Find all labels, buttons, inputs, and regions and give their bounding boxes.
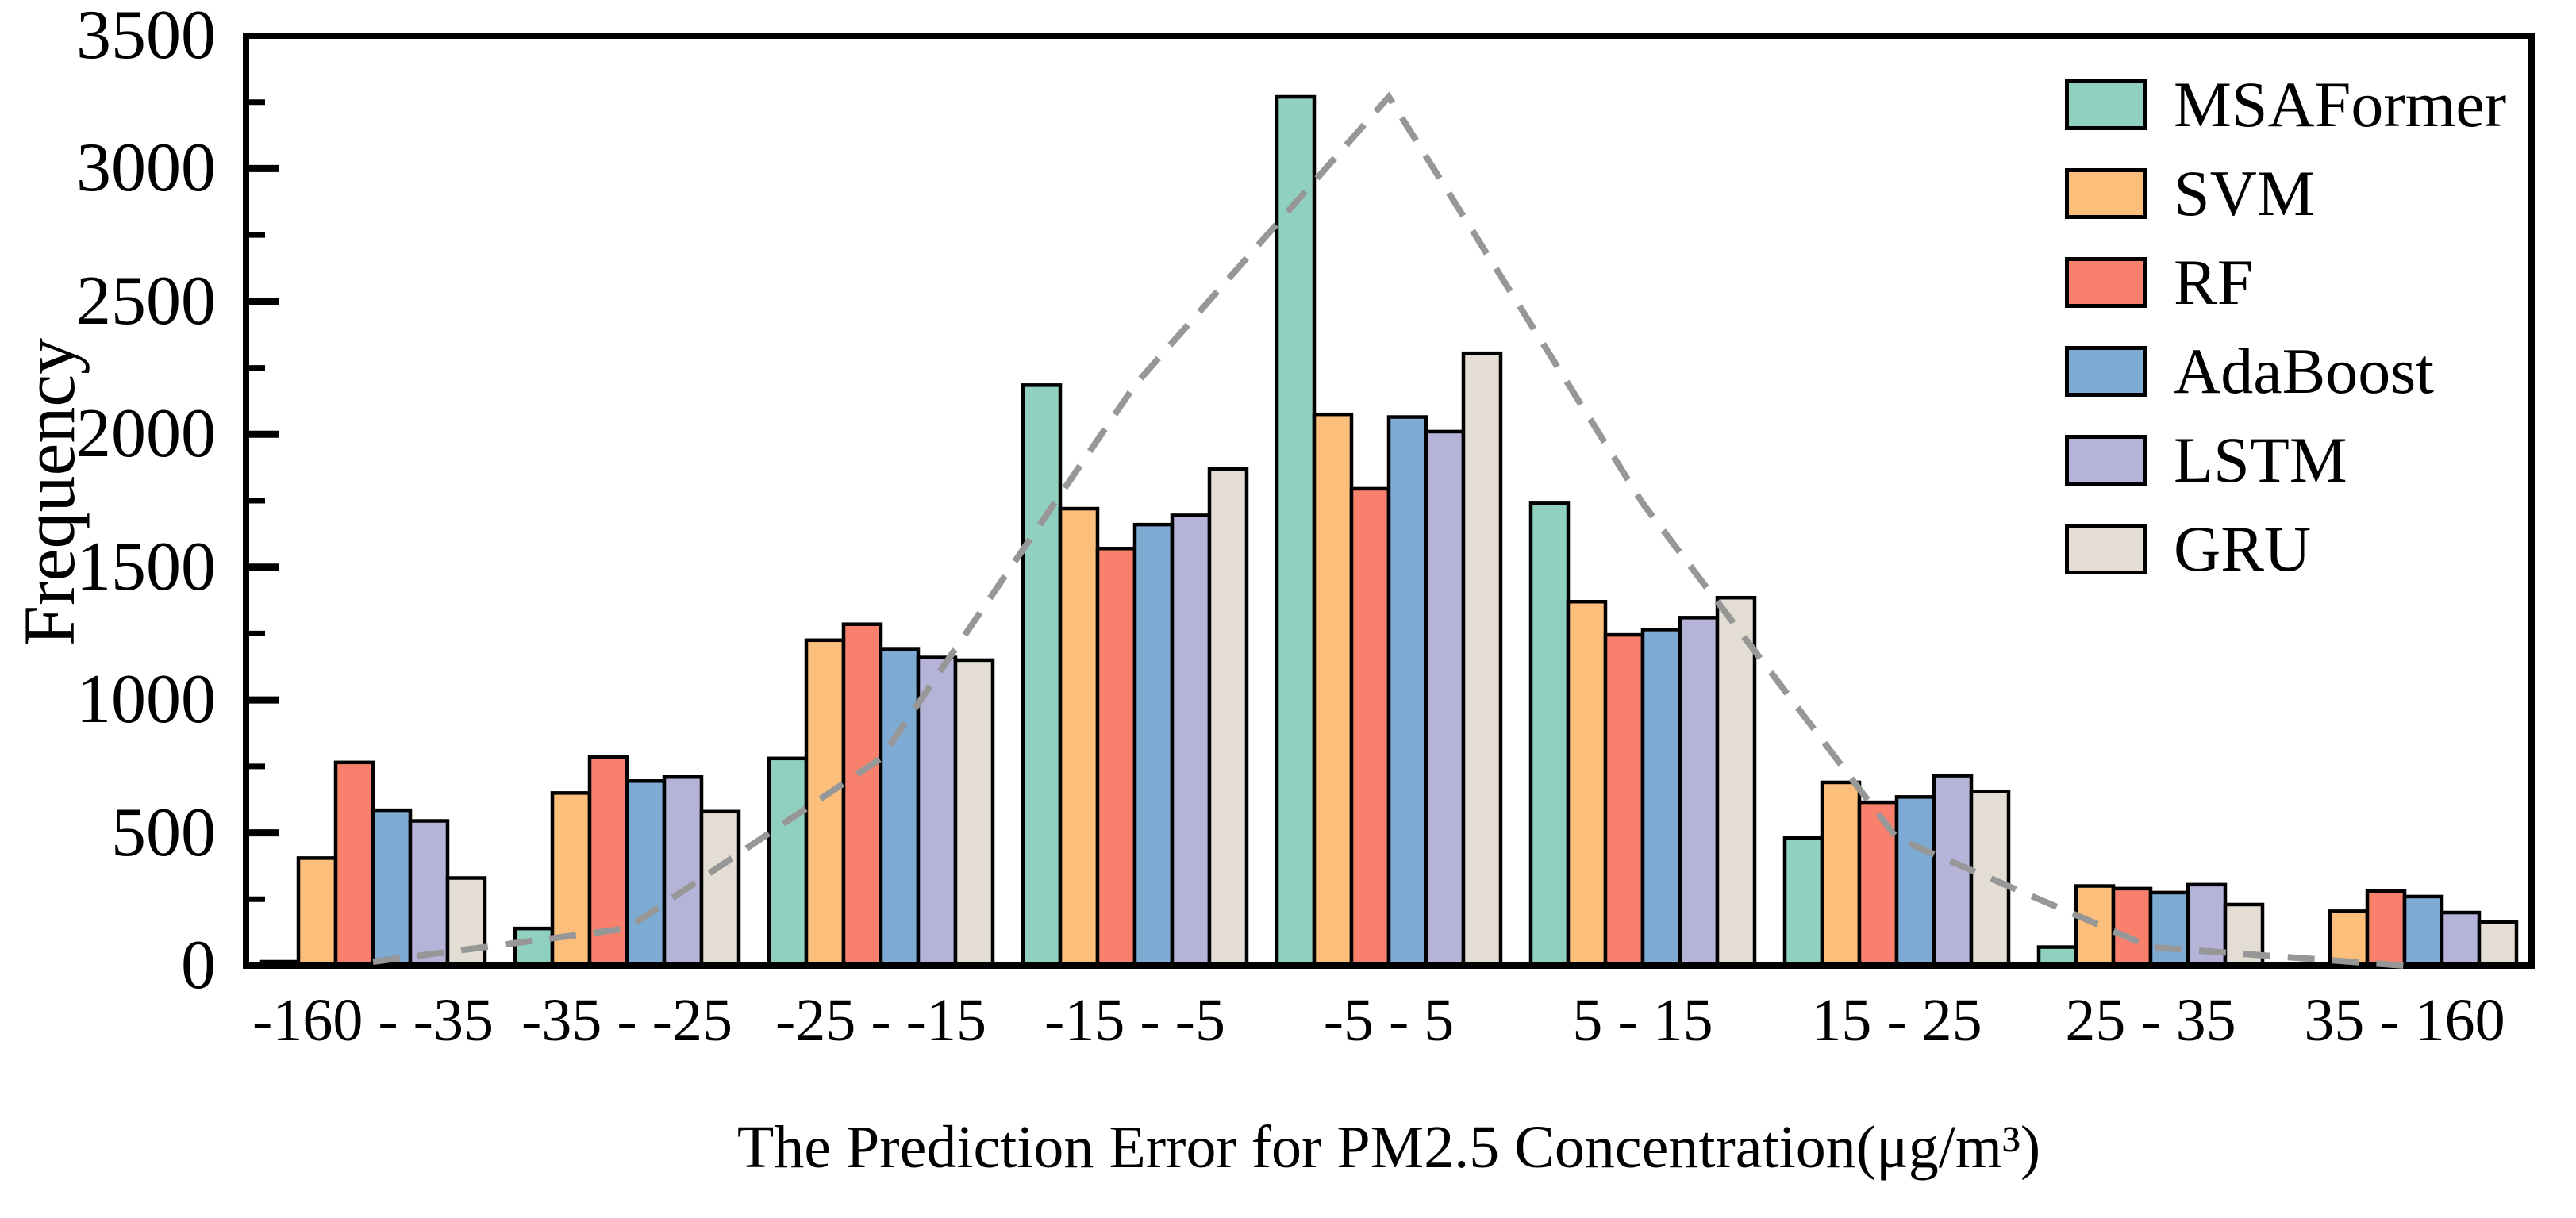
legend-swatch-icon [2065,524,2147,574]
legend-label: AdaBoost [2174,335,2434,407]
y-axis-title: Frequency [9,337,90,647]
bar-gru-group5 [1461,351,1503,968]
bar-msaformer-group2 [513,926,555,968]
bar-svm-group7 [1820,780,1862,968]
bar-adaboost-group6 [1640,628,1682,968]
legend-label: GRU [2174,513,2312,585]
legend-item-svm: SVM [2065,149,2506,238]
bar-rf-group3 [841,622,883,968]
x-tick-label-group6: 5 - 15 [1572,987,1713,1054]
x-tick-label-group4: -15 - -5 [1044,987,1225,1054]
x-tick-label-group5: -5 - 5 [1323,987,1455,1054]
bar-gru-group4 [1207,467,1249,968]
bar-adaboost-group2 [625,779,667,968]
legend-item-lstm: LSTM [2065,416,2506,505]
x-tick-label-group9: 35 - 160 [2304,987,2505,1054]
bar-svm-group4 [1058,506,1100,968]
bar-gru-group3 [953,658,995,968]
legend-label: MSAFormer [2174,68,2507,140]
y-tick-label-3000: 3000 [76,129,216,207]
bar-msaformer-group3 [767,756,809,968]
y-tick-label-0: 0 [181,927,216,1004]
bar-svm-group1 [296,856,338,968]
y-tick-label-3500: 3500 [76,0,216,74]
x-tick-label-group7: 15 - 25 [1811,987,1982,1054]
legend-swatch-icon [2065,346,2147,397]
bar-svm-group6 [1566,599,1608,968]
legend-item-adaboost: AdaBoost [2065,327,2506,416]
x-tick-label-group3: -25 - -15 [775,987,986,1054]
bar-adaboost-group1 [371,808,413,968]
bar-rf-group9 [2365,889,2407,968]
bar-adaboost-group7 [1894,795,1936,968]
legend-label: LSTM [2174,424,2347,496]
bar-lstm-group6 [1678,616,1720,968]
y-tick-label-1000: 1000 [76,661,216,739]
legend-swatch-icon [2065,168,2147,219]
plot-frame [243,33,2535,969]
legend-item-msaformer: MSAFormer [2065,60,2506,149]
bar-msaformer-group5 [1275,94,1317,968]
bar-adaboost-group4 [1132,522,1175,968]
bar-adaboost-group9 [2402,894,2444,968]
y-tick-label-2000: 2000 [76,395,216,473]
legend-swatch-icon [2065,257,2147,308]
x-tick-label-group1: -160 - -35 [252,987,494,1054]
bar-gru-group2 [699,809,741,968]
bar-lstm-group1 [408,819,450,968]
bar-lstm-group3 [916,655,958,968]
bar-rf-group8 [2111,886,2153,968]
x-tick-label-group2: -35 - -25 [521,987,732,1054]
bar-rf-group4 [1095,547,1137,968]
x-axis-title: The Prediction Error for PM2.5 Concentra… [736,1114,2041,1181]
bar-rf-group1 [333,760,375,968]
legend-swatch-icon [2065,79,2147,130]
legend-swatch-icon [2065,435,2147,486]
bar-msaformer-group7 [1782,836,1824,968]
y-tick-label-500: 500 [111,793,216,871]
bar-lstm-group5 [1424,429,1466,968]
bar-adaboost-group5 [1386,415,1428,968]
legend-item-rf: RF [2065,238,2506,327]
legend-label: SVM [2174,157,2315,229]
x-tick-label-group8: 25 - 35 [2065,987,2236,1054]
trend-dashed-line [372,91,2405,969]
bar-svm-group9 [2328,909,2370,968]
bar-lstm-group2 [662,775,704,968]
bar-gru-group6 [1715,595,1757,968]
bar-gru-group9 [2477,920,2519,968]
bar-lstm-group9 [2440,910,2482,968]
bar-adaboost-group8 [2148,890,2190,968]
bar-adaboost-group3 [879,647,921,968]
y-tick-label-2500: 2500 [76,262,216,340]
bar-msaformer-group6 [1528,501,1571,968]
bar-gru-group7 [1969,790,2011,968]
bar-rf-group6 [1603,632,1645,968]
y-tick-label-1500: 1500 [76,528,216,605]
legend-label: RF [2174,246,2254,318]
bar-rf-group5 [1349,486,1391,968]
bar-msaformer-group4 [1021,383,1063,968]
bar-lstm-group4 [1170,513,1212,968]
legend: MSAFormer SVM RF AdaBoost LSTM GRU [2065,60,2506,594]
bar-svm-group3 [804,638,846,968]
bar-svm-group5 [1312,412,1354,968]
legend-item-gru: GRU [2065,505,2506,594]
